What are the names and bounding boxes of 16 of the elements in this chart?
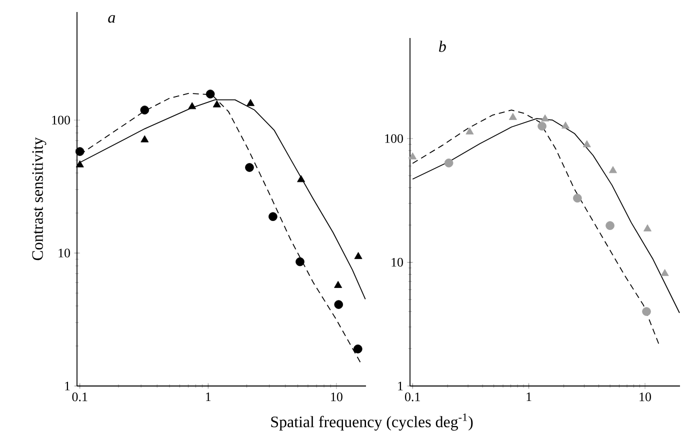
- x-tick-label: 0.1: [72, 392, 88, 402]
- y-tick-label: 1: [398, 382, 403, 390]
- x-axis-title: Spatial frequency (cycles deg$^{-1}$): [271, 414, 473, 431]
- y-tick-label: 10: [392, 258, 403, 267]
- x-tick-label: 0.1: [405, 392, 420, 402]
- chart-title: b: [439, 40, 446, 52]
- x-tick-label: 1: [206, 392, 211, 402]
- y-tick-label: 100: [52, 116, 70, 124]
- y-tick-label: 10: [58, 248, 70, 258]
- chart-title: a: [108, 15, 116, 23]
- x-tick-label: 1: [526, 392, 532, 402]
- y-tick-label: 1: [65, 382, 70, 390]
- x-tick-label: 10: [640, 392, 652, 402]
- y-tick-label: 100: [385, 134, 403, 143]
- x-tick-label: 10: [331, 392, 342, 402]
- y-axis-title: Contrast sensitivity: [32, 137, 46, 260]
